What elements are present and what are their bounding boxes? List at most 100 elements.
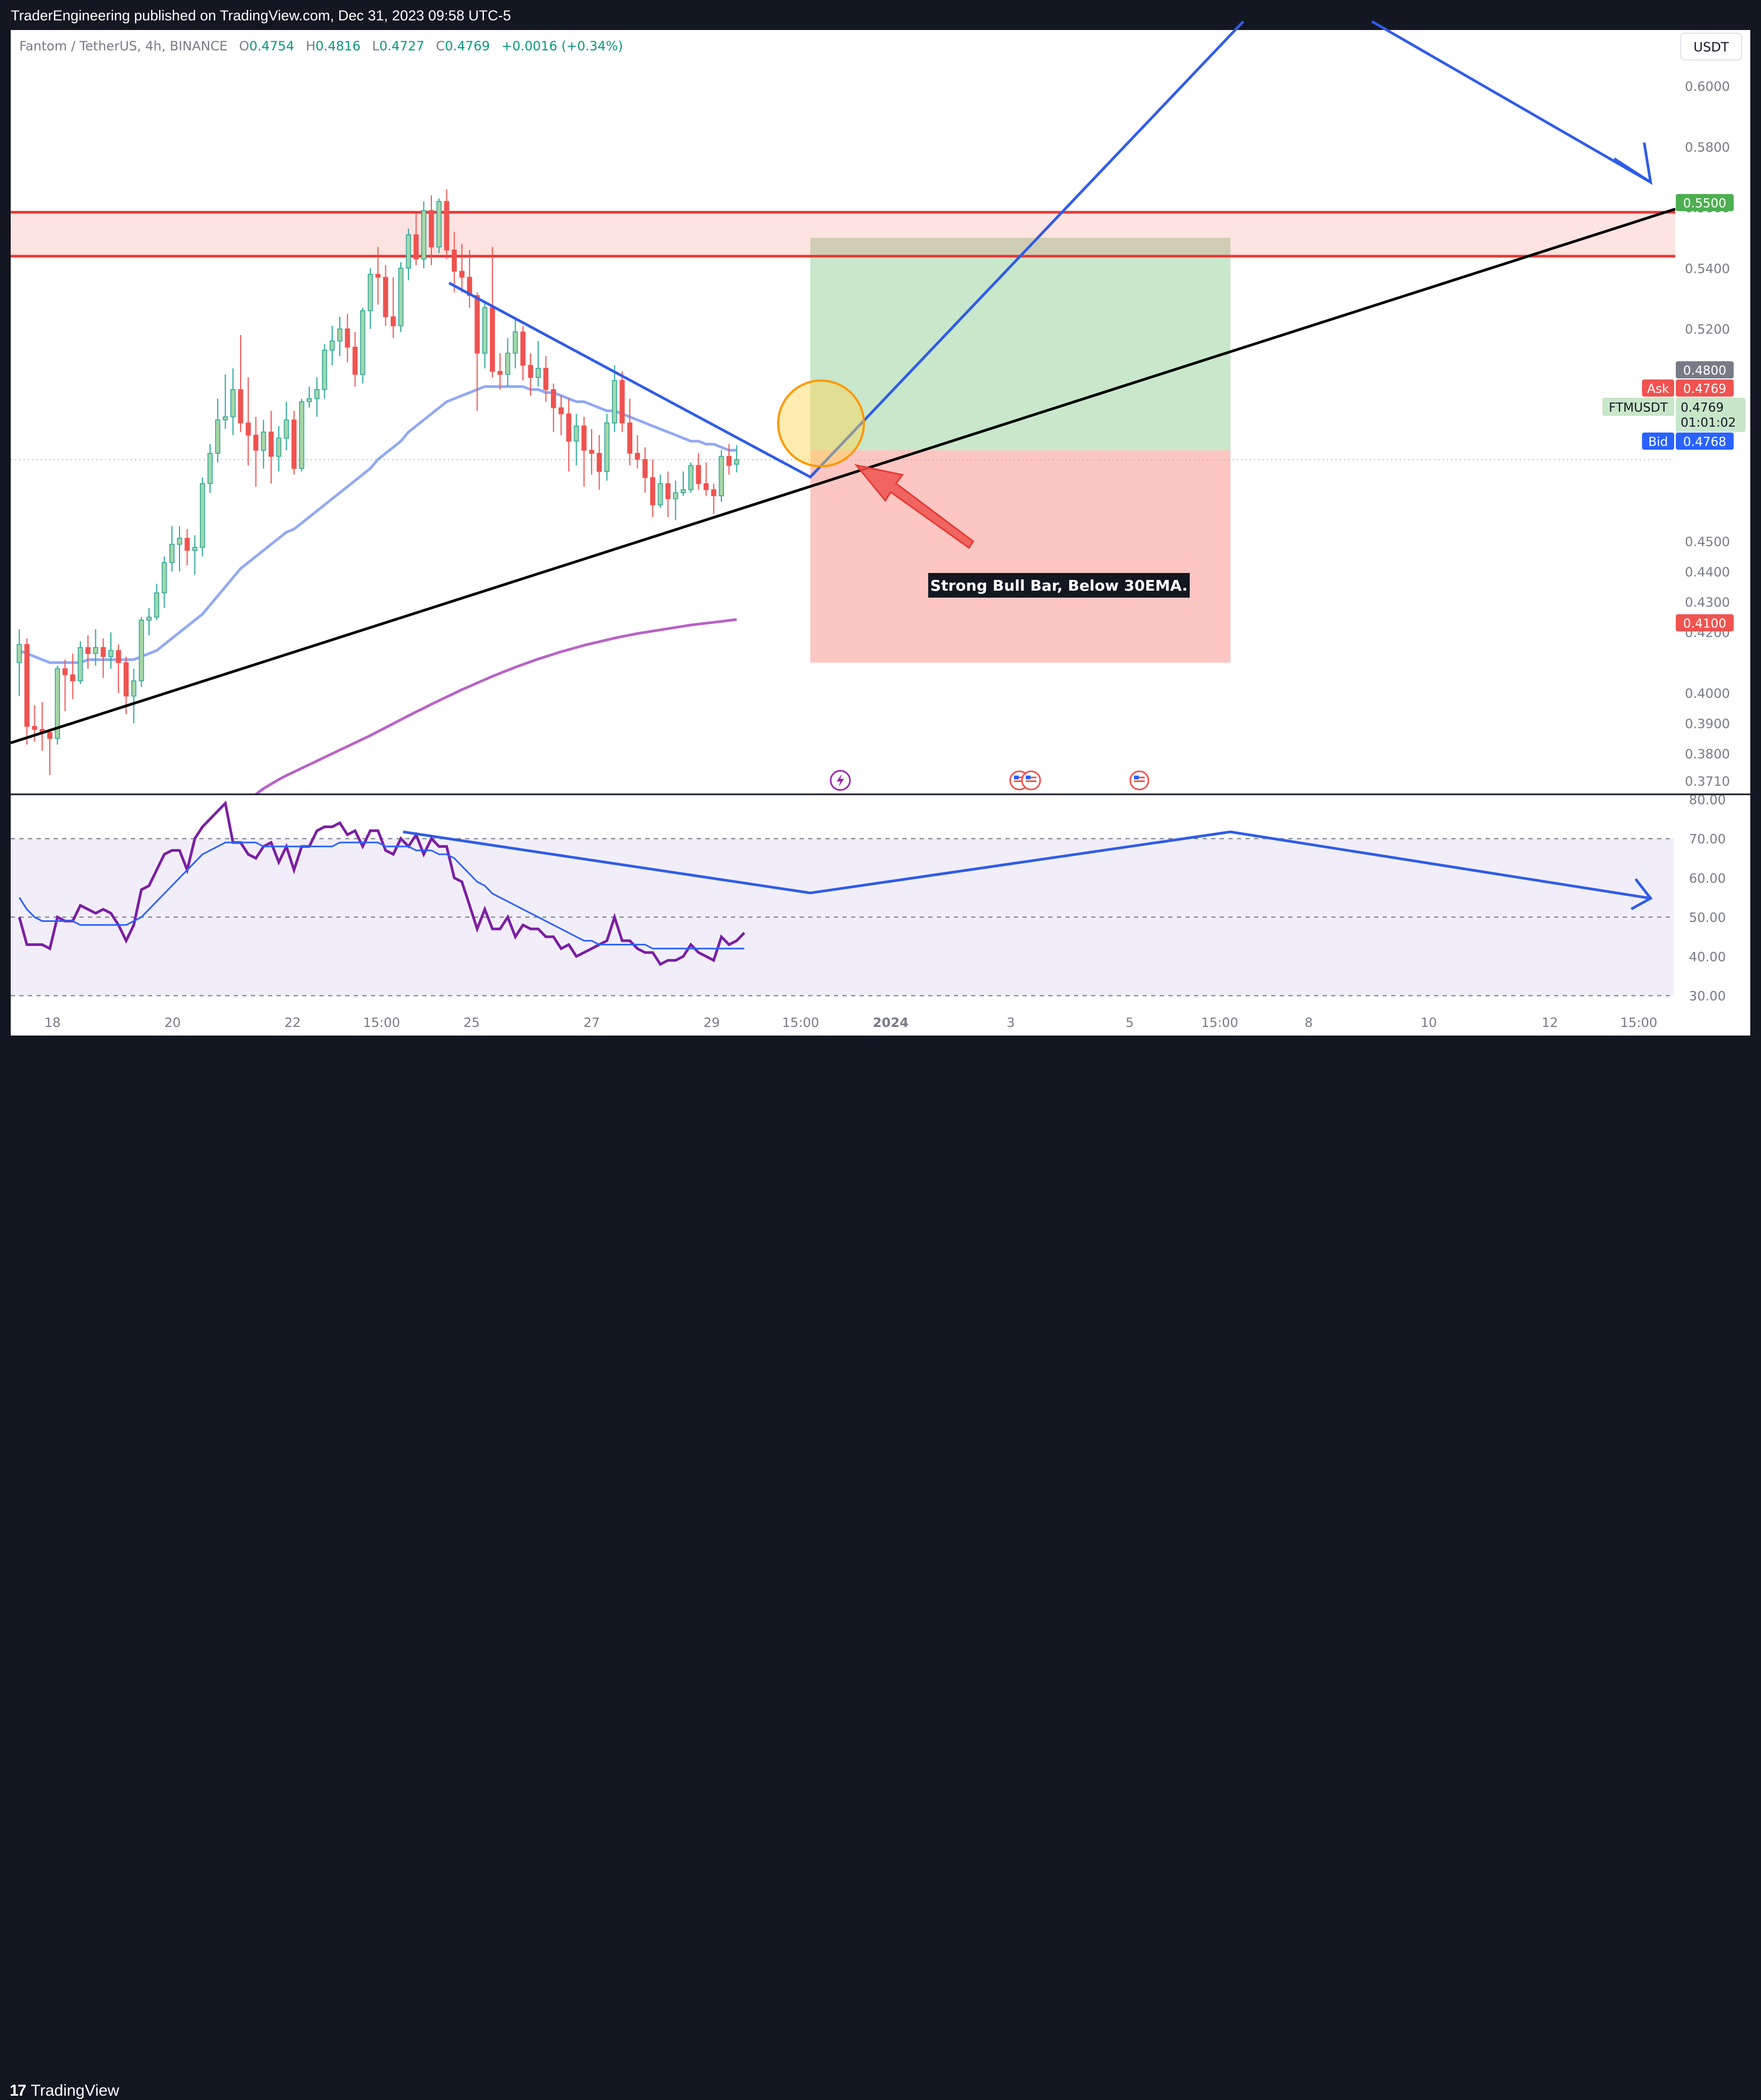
- time-tick-label: 15:00: [1620, 1015, 1657, 1030]
- candle: [283, 401, 289, 451]
- price-tick-label: 0.4400: [1685, 564, 1730, 579]
- ask-label-badge: [1642, 379, 1674, 397]
- resistance-zone[interactable]: [11, 211, 1675, 258]
- candle-body: [276, 437, 281, 457]
- chart-canvas[interactable]: 0.60000.58000.56000.54000.52000.50000.45…: [0, 0, 1761, 1074]
- symbol-tag: [1602, 398, 1674, 416]
- price-badges: 0.5500 0.4800 Ask 0.4769 FTMUSDT 0.4769 …: [1602, 194, 1745, 631]
- candle-body: [627, 422, 632, 454]
- candle: [391, 277, 396, 338]
- us-flag-event-icon[interactable]: [1021, 770, 1041, 791]
- candle-body: [528, 364, 533, 378]
- candle-body: [123, 662, 129, 697]
- time-tick-label: 8: [1304, 1015, 1312, 1030]
- candle-body: [322, 349, 327, 390]
- candle-body: [177, 538, 182, 545]
- rsi-projection-arrowhead: [1630, 878, 1653, 911]
- candle-body: [719, 456, 724, 496]
- candle-body: [444, 201, 450, 251]
- candle: [184, 529, 190, 566]
- candle: [467, 250, 472, 308]
- candle: [436, 198, 442, 254]
- candle: [573, 414, 579, 466]
- currency-button-label: USDT: [1693, 40, 1729, 55]
- projection-down-path: [1371, 20, 1652, 184]
- lightning-event-icon[interactable]: [830, 770, 851, 791]
- drawings[interactable]: [10, 20, 1676, 744]
- rsi-pane: [0, 793, 1761, 996]
- rsi-tick-label: 80.00: [1689, 792, 1726, 807]
- candle-body: [253, 434, 259, 451]
- candle-body: [169, 543, 175, 563]
- candle: [719, 450, 724, 502]
- candle-body: [490, 307, 495, 372]
- candle: [596, 435, 602, 490]
- annotation-box[interactable]: [928, 573, 1190, 598]
- candle-body: [32, 726, 38, 730]
- publisher-text: TraderEngineering published on TradingVi…: [11, 8, 511, 24]
- candle: [222, 374, 228, 429]
- time-tick-label: 27: [584, 1015, 600, 1030]
- symbol-tag-text: FTMUSDT: [1609, 401, 1668, 415]
- rsi-projection-path: [402, 830, 1651, 900]
- candle: [681, 471, 686, 496]
- candle-body: [505, 353, 511, 375]
- candle-body: [658, 483, 663, 505]
- candle: [200, 477, 205, 557]
- price-tick-label: 0.4000: [1685, 686, 1730, 701]
- candle: [566, 398, 572, 472]
- candle: [551, 383, 556, 433]
- candle: [642, 447, 648, 493]
- currency-button[interactable]: [1680, 33, 1742, 61]
- candle-body: [436, 201, 442, 248]
- legend-change: +0.0016 (+0.34%): [502, 39, 623, 54]
- candle-body: [345, 328, 350, 348]
- candle-body: [665, 483, 671, 500]
- candle: [696, 453, 702, 490]
- candle-body: [581, 426, 587, 451]
- countdown-text: 01:01:02: [1681, 416, 1736, 430]
- candle: [604, 414, 610, 481]
- candle: [703, 462, 709, 496]
- candle-body: [467, 277, 472, 296]
- candle: [70, 653, 76, 699]
- candle-body: [558, 407, 564, 414]
- candle-body: [734, 459, 740, 465]
- candle-body: [451, 249, 457, 272]
- candle-body: [635, 452, 640, 460]
- candle: [406, 228, 411, 281]
- resistance-band: [11, 212, 1675, 256]
- candle: [177, 526, 182, 572]
- tradingview-brand[interactable]: 17 TradingView: [10, 2082, 119, 2100]
- candle-body: [70, 674, 76, 682]
- candle-body: [283, 419, 289, 439]
- candle-body: [551, 389, 556, 408]
- candle-body: [421, 210, 427, 260]
- candle: [169, 526, 175, 572]
- candle-body: [368, 273, 373, 311]
- candle-body: [474, 295, 480, 354]
- candle-body: [520, 331, 526, 366]
- candle: [146, 608, 152, 636]
- candle: [497, 353, 503, 390]
- candle-body: [360, 310, 365, 375]
- candle: [215, 398, 220, 463]
- ask-badge: [1676, 379, 1734, 397]
- us-flag-event-icon[interactable]: [1129, 770, 1150, 791]
- event-icons[interactable]: [830, 770, 1150, 791]
- candle: [482, 301, 488, 369]
- price-tick-label: 0.5200: [1685, 322, 1730, 337]
- tradingview-logo-icon: 17: [10, 2082, 26, 2099]
- candle-body: [207, 452, 213, 485]
- candle: [139, 617, 144, 687]
- candle: [291, 411, 297, 475]
- candle-body: [406, 234, 411, 269]
- bid-label: Bid: [1648, 435, 1668, 449]
- candle-body: [78, 647, 83, 682]
- candle: [352, 332, 358, 387]
- candle-body: [620, 380, 625, 423]
- candle-body: [573, 426, 579, 442]
- legend-high: 0.4816: [316, 39, 361, 54]
- candle-body: [100, 647, 106, 657]
- candle: [116, 644, 121, 693]
